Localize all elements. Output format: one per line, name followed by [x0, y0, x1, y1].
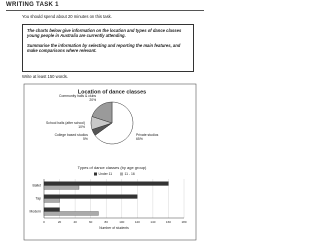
task-paragraph: Summarise the information by selecting a…: [27, 42, 181, 54]
x-tick-label: 160: [166, 220, 171, 224]
page: WRITING TASK 1 You should spend about 20…: [6, 2, 204, 241]
task-box: The charts below give information on the…: [22, 24, 194, 72]
legend-label: 11 - 16: [125, 172, 135, 176]
charts: Location of dance classes Private studios…: [23, 83, 197, 241]
y-tick-label: Modern: [30, 209, 42, 213]
chart-title: Types of dance classes (by age group): [78, 165, 147, 170]
x-tick-label: 80: [105, 220, 109, 224]
slice-label: Private studios: [136, 133, 159, 137]
legend-swatch: [120, 172, 123, 176]
x-tick-label: 40: [73, 220, 77, 224]
pie-slice: [94, 101, 134, 145]
slice-value-label: 65%: [136, 137, 143, 141]
x-tick-label: 0: [43, 220, 45, 224]
word-note: Write at least 150 words.: [22, 74, 69, 79]
pie-slice: [91, 101, 113, 124]
x-tick-label: 100: [119, 220, 124, 224]
bar: [43, 194, 138, 199]
bar: [43, 181, 169, 186]
y-tick-label: Tap: [36, 196, 42, 200]
slice-label: School halls (after school): [46, 121, 85, 125]
rule: [6, 10, 204, 11]
bar: [43, 207, 60, 212]
x-tick-label: 60: [89, 220, 93, 224]
slice-value-label: 10%: [78, 125, 85, 129]
x-tick-label: 180: [181, 220, 186, 224]
legend-label: Under 11: [99, 172, 113, 176]
x-tick-label: 120: [135, 220, 140, 224]
chart-title: Location of dance classes: [78, 89, 146, 95]
legend-swatch: [94, 172, 97, 176]
x-tick-label: 20: [58, 220, 62, 224]
bar: [43, 198, 60, 203]
y-tick-label: Ballet: [33, 183, 42, 187]
bar: [43, 185, 80, 190]
x-tick-label: 140: [150, 220, 155, 224]
chart-frame: [23, 83, 197, 241]
slice-label: College based studios: [55, 133, 89, 137]
slice-value-label: 5%: [83, 137, 88, 141]
x-axis-title: Number of students: [99, 226, 129, 230]
time-note: You should spend about 20 minutes on thi…: [22, 14, 112, 19]
bar: [43, 211, 99, 216]
slice-value-label: 20%: [89, 98, 96, 102]
task-title: WRITING TASK 1: [6, 2, 59, 8]
slice-label: Community halls & clubs: [59, 94, 96, 98]
task-paragraph: The charts below give information on the…: [27, 28, 182, 39]
